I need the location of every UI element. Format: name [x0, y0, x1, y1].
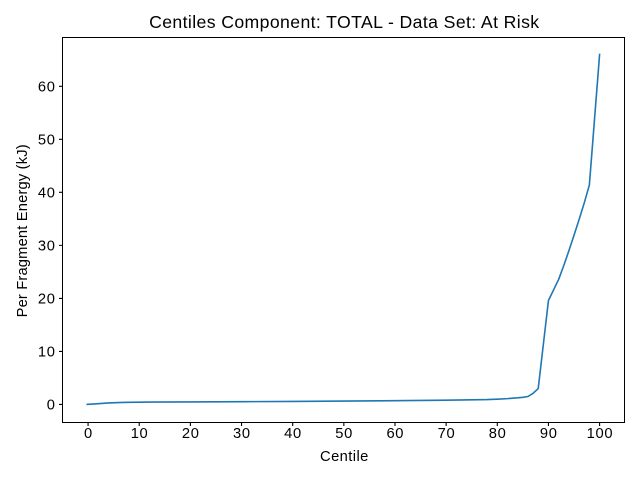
svg-text:10: 10 [131, 426, 149, 442]
svg-text:50: 50 [335, 426, 353, 442]
svg-text:40: 40 [284, 426, 302, 442]
svg-text:Centiles Component: TOTAL - Da: Centiles Component: TOTAL - Data Set: At… [149, 12, 539, 32]
svg-text:40: 40 [38, 185, 56, 201]
svg-text:60: 60 [38, 79, 56, 95]
svg-text:30: 30 [38, 238, 56, 254]
svg-text:0: 0 [47, 398, 56, 414]
svg-text:0: 0 [84, 426, 93, 442]
svg-text:80: 80 [489, 426, 507, 442]
svg-text:Centile: Centile [320, 449, 369, 465]
svg-text:20: 20 [38, 291, 56, 307]
svg-text:90: 90 [540, 426, 558, 442]
svg-text:30: 30 [233, 426, 251, 442]
svg-text:50: 50 [38, 132, 56, 148]
svg-text:100: 100 [587, 426, 614, 442]
svg-text:Per Fragment Energy (kJ): Per Fragment Energy (kJ) [15, 144, 31, 317]
svg-text:10: 10 [38, 344, 56, 360]
svg-text:70: 70 [438, 426, 456, 442]
svg-text:20: 20 [182, 426, 200, 442]
svg-text:60: 60 [386, 426, 404, 442]
